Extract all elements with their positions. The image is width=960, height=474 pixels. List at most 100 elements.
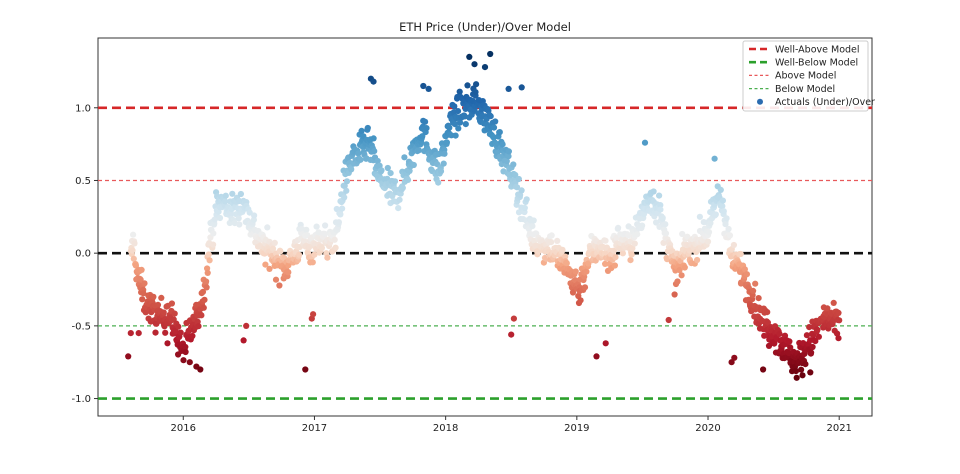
data-point — [399, 184, 406, 192]
data-point — [246, 209, 253, 216]
data-point — [755, 295, 762, 302]
data-point — [137, 276, 144, 283]
data-point — [236, 221, 243, 228]
data-point — [441, 150, 448, 157]
data-point — [523, 196, 530, 203]
data-point — [222, 198, 229, 205]
data-point — [311, 251, 318, 258]
data-point — [197, 366, 204, 373]
data-point — [530, 217, 537, 224]
data-point — [764, 319, 772, 326]
data-point — [628, 251, 635, 258]
y-tick-label: 0.5 — [75, 176, 91, 187]
data-point — [681, 264, 688, 271]
data-point — [229, 190, 236, 197]
data-point — [251, 212, 258, 219]
data-point — [809, 343, 816, 351]
data-point — [301, 237, 308, 244]
data-point — [725, 225, 732, 233]
data-point — [835, 335, 842, 342]
data-point — [158, 294, 165, 301]
data-point — [615, 224, 622, 231]
data-point — [348, 166, 355, 173]
data-point — [420, 82, 427, 90]
data-point — [593, 353, 600, 360]
data-point — [514, 184, 521, 191]
data-point — [741, 266, 749, 273]
data-point — [296, 251, 303, 258]
data-point — [787, 344, 794, 351]
data-point — [569, 289, 577, 296]
data-point — [182, 343, 189, 351]
data-point — [679, 230, 686, 238]
data-point — [139, 296, 146, 303]
data-point — [401, 154, 408, 161]
data-point — [200, 304, 207, 311]
data-point — [456, 88, 463, 95]
data-point — [425, 85, 432, 92]
x-tick-label: 2019 — [564, 423, 589, 434]
data-point — [610, 247, 617, 254]
data-point — [454, 108, 462, 115]
data-point — [387, 170, 394, 177]
data-point — [370, 135, 377, 142]
data-point — [731, 354, 738, 361]
data-point — [322, 222, 329, 229]
data-point — [743, 271, 751, 278]
data-point — [554, 237, 561, 244]
data-point — [671, 291, 678, 298]
data-point — [462, 121, 469, 128]
data-point — [269, 245, 277, 252]
data-point — [271, 239, 278, 246]
data-point — [815, 333, 823, 340]
data-point — [799, 372, 806, 379]
data-point — [612, 254, 619, 261]
legend-label-actuals-under-over: Actuals (Under)/Over — [775, 97, 875, 108]
data-point — [619, 250, 627, 257]
data-point — [378, 167, 385, 174]
data-point — [318, 244, 325, 252]
data-point — [337, 211, 344, 218]
data-point — [343, 178, 351, 185]
data-point — [798, 366, 805, 373]
data-point — [684, 233, 691, 240]
data-point — [313, 223, 320, 230]
data-point — [206, 257, 213, 264]
data-point — [634, 231, 641, 238]
data-point — [583, 268, 590, 275]
data-point — [276, 282, 283, 289]
data-point — [285, 262, 292, 269]
data-point — [678, 272, 685, 279]
data-point — [130, 255, 137, 262]
data-point — [141, 280, 148, 287]
data-point — [138, 266, 145, 273]
data-point — [711, 155, 718, 162]
data-point — [650, 188, 657, 195]
data-point — [505, 153, 512, 160]
data-point — [410, 161, 417, 169]
data-point — [518, 187, 525, 194]
data-point — [704, 238, 712, 245]
data-point — [572, 268, 579, 275]
data-point — [806, 324, 813, 331]
data-point — [665, 316, 672, 324]
data-point — [171, 310, 178, 317]
data-point — [240, 337, 247, 344]
data-point — [641, 139, 649, 146]
data-point — [473, 81, 480, 88]
data-point — [662, 230, 670, 237]
data-point — [205, 251, 212, 258]
data-point — [581, 284, 589, 291]
data-point — [505, 85, 512, 92]
data-point — [235, 215, 242, 222]
data-point — [824, 305, 831, 312]
data-point — [423, 125, 430, 132]
data-point — [720, 208, 727, 215]
data-point — [364, 124, 371, 132]
data-point — [371, 148, 378, 155]
y-tick-label: -1.0 — [71, 394, 91, 405]
data-point — [446, 124, 453, 131]
data-point — [237, 190, 244, 198]
x-tick-label: 2018 — [433, 423, 458, 434]
